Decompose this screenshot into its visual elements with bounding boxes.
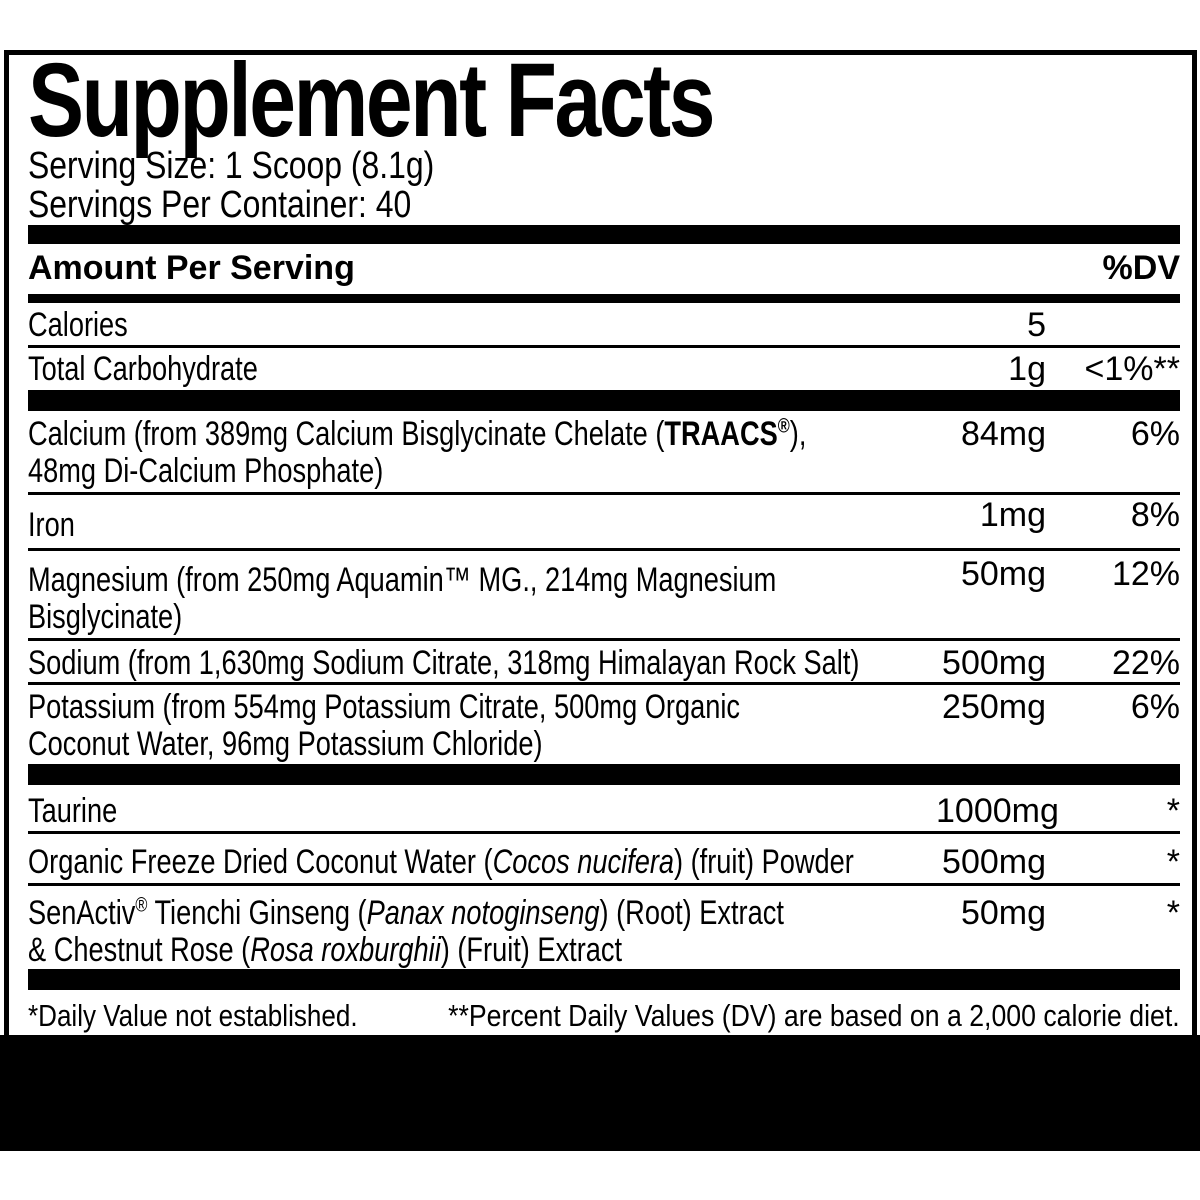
dv-value: 12%: [1111, 555, 1180, 593]
footnote: *Daily Value not established. **Percent …: [28, 990, 1180, 1044]
row-coconut-water: Organic Freeze Dried Coconut Water (Coco…: [28, 834, 1180, 886]
ingredient-label: SenActiv® Tienchi Ginseng (Panax notogin…: [28, 894, 784, 969]
ingredient-label: Iron: [28, 506, 75, 544]
ingredient-label: Calories: [28, 306, 128, 344]
amount-value: 50mg: [960, 894, 1046, 932]
ingredient-label: Total Carbohydrate: [28, 350, 258, 388]
ingredient-label: Sodium (from 1,630mg Sodium Citrate, 318…: [28, 644, 860, 682]
amount-value: 84mg: [960, 415, 1046, 453]
row-iron: Iron 1mg 8%: [28, 495, 1180, 551]
separator-bar: [28, 764, 1180, 785]
row-calcium: Calcium (from 389mg Calcium Bisglycinate…: [28, 411, 1180, 495]
separator-bar: [28, 969, 1180, 990]
amount-value: 50mg: [960, 555, 1046, 593]
panel-title-text: Supplement Facts: [28, 42, 715, 159]
servings-per-container: Servings Per Container: 40: [28, 184, 412, 226]
dv-value: 22%: [1111, 644, 1180, 682]
amount-value: 500mg: [942, 843, 1046, 881]
ingredient-label: Organic Freeze Dried Coconut Water (Coco…: [28, 843, 854, 881]
row-taurine: Taurine 1000mg *: [28, 785, 1180, 834]
row-calories: Calories 5: [28, 303, 1180, 348]
footnote-dv-not-established: *Daily Value not established.: [28, 998, 358, 1033]
separator-bar-header: [28, 294, 1180, 303]
dv-value: 6%: [1130, 688, 1180, 726]
amount-per-serving-label: Amount Per Serving: [28, 249, 355, 287]
row-potassium: Potassium (from 554mg Potassium Citrate,…: [28, 685, 1180, 764]
amount-value: 250mg: [942, 688, 1046, 726]
dv-value: 6%: [1130, 415, 1180, 453]
bottom-black-block: [0, 1035, 1200, 1151]
dv-value: *: [1166, 894, 1180, 932]
amount-value: 5: [1027, 306, 1046, 344]
separator-bar: [28, 390, 1180, 411]
footnote-percent-dv: **Percent Daily Values (DV) are based on…: [448, 998, 1180, 1033]
ingredient-label: Taurine: [28, 792, 118, 830]
dv-value: 8%: [1130, 496, 1180, 534]
row-senactiv: SenActiv® Tienchi Ginseng (Panax notogin…: [28, 886, 1180, 969]
serving-size: Serving Size: 1 Scoop (8.1g): [28, 145, 435, 187]
amount-value: 1mg: [979, 496, 1046, 534]
row-sodium: Sodium (from 1,630mg Sodium Citrate, 318…: [28, 641, 1180, 685]
supplement-facts-panel: Supplement Facts Serving Size: 1 Scoop (…: [4, 42, 1197, 1151]
percent-dv-label: %DV: [1102, 249, 1180, 287]
amount-value: 500mg: [942, 644, 1046, 682]
row-magnesium: Magnesium (from 250mg Aquamin™ MG., 214m…: [28, 551, 1180, 641]
rows: Calories 5 Total Carbohydrate 1g <1%** Calciu…: [28, 303, 1180, 990]
ingredient-label: Magnesium (from 250mg Aquamin™ MG., 214m…: [28, 561, 777, 636]
amount-value: 1g: [1008, 350, 1046, 388]
table-header: Amount Per Serving %DV: [28, 244, 1180, 294]
dv-value: <1%**: [1084, 350, 1180, 388]
separator-bar-top: [28, 225, 1180, 244]
ingredient-label: Potassium (from 554mg Potassium Citrate,…: [28, 688, 741, 763]
dv-value: *: [1166, 843, 1180, 881]
dv-value: *: [1166, 792, 1180, 830]
ingredient-label: Calcium (from 389mg Calcium Bisglycinate…: [28, 415, 807, 490]
amount-value: 1000mg: [936, 792, 1059, 830]
panel-title: Supplement Facts: [28, 42, 1180, 159]
panel-content: Supplement Facts Serving Size: 1 Scoop (…: [9, 42, 1192, 1044]
row-total-carbohydrate: Total Carbohydrate 1g <1%**: [28, 348, 1180, 390]
